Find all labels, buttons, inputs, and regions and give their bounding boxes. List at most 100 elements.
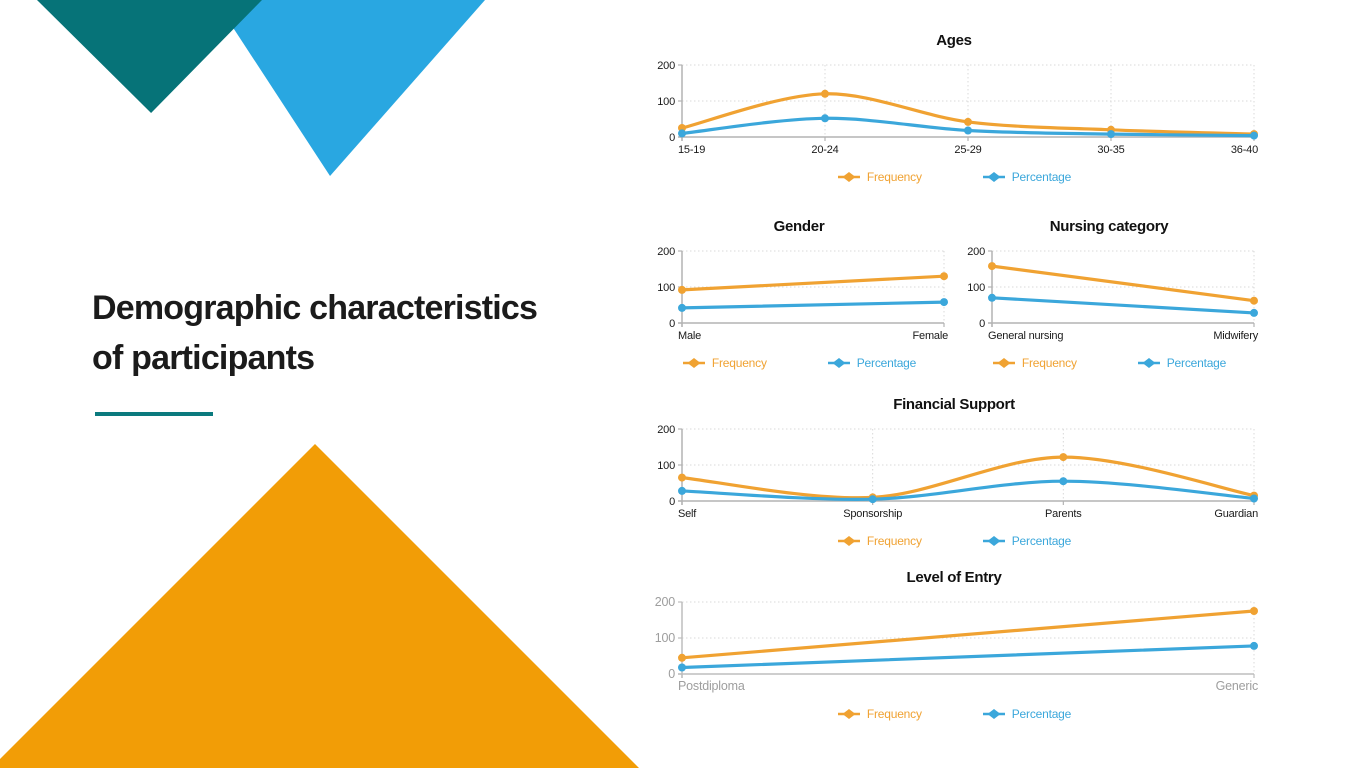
svg-text:Postdiploma: Postdiploma bbox=[678, 679, 745, 693]
frequency-series-marker-icon bbox=[682, 358, 705, 368]
data-point bbox=[868, 495, 877, 504]
chart-legend: Frequency Percentage bbox=[648, 166, 1260, 188]
chart-title: Ages bbox=[936, 32, 972, 49]
legend-item-frequency: Frequency bbox=[837, 707, 922, 721]
legend-label: Frequency bbox=[711, 356, 767, 370]
data-point bbox=[1250, 641, 1258, 650]
series-line-frequency bbox=[990, 264, 1256, 303]
ages-line-chart: 0 100 200 15-19 20-24 25-29 30-35 36-40 bbox=[657, 60, 1258, 156]
svg-text:36-40: 36-40 bbox=[1231, 144, 1258, 156]
svg-text:200: 200 bbox=[655, 595, 676, 609]
legend-label: Percentage bbox=[1011, 170, 1072, 184]
teal-triangle-decoration bbox=[37, 0, 262, 113]
percentage-series-marker-icon bbox=[982, 709, 1005, 719]
svg-text:Guardian: Guardian bbox=[1214, 508, 1258, 520]
series-line-percentage bbox=[680, 300, 946, 310]
slide-title-line-1: Demographic characteristics bbox=[92, 289, 538, 327]
percentage-series-marker-icon bbox=[982, 536, 1005, 546]
chart-legend: Frequency Percentage bbox=[648, 530, 1260, 552]
chart-title: Gender bbox=[773, 218, 825, 235]
data-point bbox=[1250, 308, 1258, 317]
legend-label: Frequency bbox=[866, 707, 922, 721]
svg-text:Midwifery: Midwifery bbox=[1213, 330, 1258, 342]
legend-item-percentage: Percentage bbox=[827, 356, 916, 370]
chart-gender: Gender 0 100 200 Male Female Frequency Percen… bbox=[648, 216, 950, 374]
legend-item-percentage: Percentage bbox=[1137, 356, 1226, 370]
svg-text:Parents: Parents bbox=[1045, 508, 1082, 520]
nursing-category-line-chart: 0 100 200 General nursing Midwifery bbox=[967, 246, 1259, 342]
gender-line-chart: 0 100 200 Male Female bbox=[657, 246, 949, 342]
svg-text:0: 0 bbox=[669, 496, 675, 508]
data-point bbox=[1250, 131, 1258, 140]
svg-text:100: 100 bbox=[967, 282, 985, 294]
blue-triangle-decoration bbox=[215, 0, 485, 176]
svg-text:100: 100 bbox=[657, 460, 675, 472]
svg-text:0: 0 bbox=[669, 318, 675, 330]
data-point bbox=[678, 129, 686, 138]
title-underline-decoration bbox=[95, 412, 213, 416]
chart-nursing-category: Nursing category 0 100 200 General nursing M… bbox=[958, 216, 1260, 374]
svg-text:Male: Male bbox=[678, 330, 701, 342]
data-point bbox=[678, 663, 686, 672]
svg-text:Sponsorship: Sponsorship bbox=[843, 508, 902, 520]
legend-label: Frequency bbox=[866, 170, 922, 184]
data-point bbox=[678, 653, 686, 662]
data-point bbox=[678, 486, 686, 495]
slide-title-line-2: of participants bbox=[92, 339, 315, 377]
data-point bbox=[1107, 130, 1115, 139]
legend-item-percentage: Percentage bbox=[982, 707, 1071, 721]
svg-text:General nursing: General nursing bbox=[988, 330, 1063, 342]
data-point bbox=[1250, 494, 1258, 503]
level-of-entry-line-chart: 0 100 200 Postdiploma Generic bbox=[655, 595, 1258, 693]
chart-financial-support: Financial Support 0 100 200 Self Sponsorship… bbox=[648, 394, 1260, 552]
data-point bbox=[964, 117, 972, 126]
chart-legend: Frequency Percentage bbox=[958, 352, 1260, 374]
legend-label: Percentage bbox=[1011, 707, 1072, 721]
svg-text:30-35: 30-35 bbox=[1097, 144, 1124, 156]
svg-text:Generic: Generic bbox=[1216, 679, 1258, 693]
data-point bbox=[678, 303, 686, 312]
series-line-frequency bbox=[680, 609, 1256, 660]
series-line-percentage bbox=[680, 479, 1256, 501]
financial-support-line-chart: 0 100 200 Self Sponsorship Parents Guardian bbox=[657, 424, 1258, 520]
svg-text:200: 200 bbox=[657, 424, 675, 436]
legend-item-frequency: Frequency bbox=[837, 170, 922, 184]
legend-label: Frequency bbox=[1021, 356, 1077, 370]
legend-label: Percentage bbox=[1166, 356, 1227, 370]
svg-text:Female: Female bbox=[913, 330, 949, 342]
svg-text:0: 0 bbox=[979, 318, 985, 330]
percentage-series-marker-icon bbox=[1137, 358, 1160, 368]
legend-item-frequency: Frequency bbox=[992, 356, 1077, 370]
svg-text:25-29: 25-29 bbox=[954, 144, 981, 156]
legend-item-frequency: Frequency bbox=[682, 356, 767, 370]
frequency-series-marker-icon bbox=[837, 172, 860, 182]
data-point bbox=[940, 298, 948, 307]
svg-text:15-19: 15-19 bbox=[678, 144, 705, 156]
frequency-series-marker-icon bbox=[837, 709, 860, 719]
data-point bbox=[678, 473, 686, 482]
svg-text:100: 100 bbox=[655, 631, 676, 645]
svg-text:200: 200 bbox=[657, 60, 675, 72]
legend-label: Percentage bbox=[1011, 534, 1072, 548]
chart-legend: Frequency Percentage bbox=[648, 703, 1260, 725]
svg-text:0: 0 bbox=[669, 132, 675, 144]
svg-text:200: 200 bbox=[967, 246, 985, 258]
series-line-percentage bbox=[680, 644, 1256, 670]
legend-item-frequency: Frequency bbox=[837, 534, 922, 548]
series-line-frequency bbox=[680, 455, 1256, 500]
data-point bbox=[988, 293, 996, 302]
legend-label: Frequency bbox=[866, 534, 922, 548]
svg-text:20-24: 20-24 bbox=[811, 144, 838, 156]
svg-text:100: 100 bbox=[657, 282, 675, 294]
series-line-frequency bbox=[680, 274, 946, 292]
data-point bbox=[1250, 296, 1258, 305]
data-point bbox=[988, 262, 996, 271]
legend-item-percentage: Percentage bbox=[982, 170, 1071, 184]
svg-text:200: 200 bbox=[657, 246, 675, 258]
chart-title: Level of Entry bbox=[906, 569, 1002, 586]
data-point bbox=[1059, 453, 1068, 462]
chart-level-of-entry: Level of Entry 0 100 200 Postdiploma Generic… bbox=[648, 567, 1260, 725]
svg-text:Self: Self bbox=[678, 508, 697, 520]
series-line-percentage bbox=[990, 296, 1256, 315]
